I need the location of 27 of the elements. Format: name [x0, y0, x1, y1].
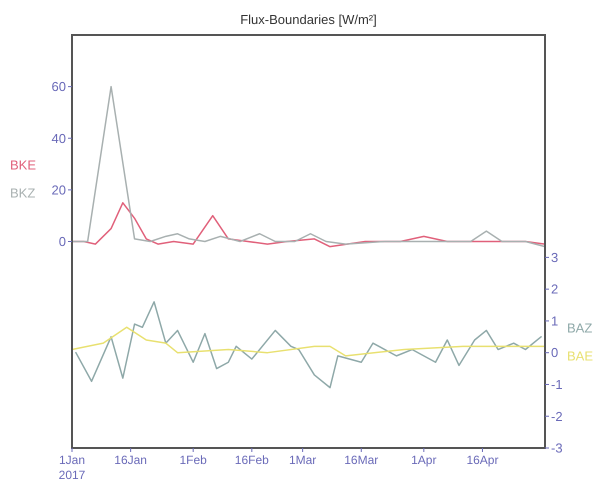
- text: BKE: [10, 158, 36, 172]
- y-tick-label: 60: [52, 79, 66, 94]
- y2-tick-label: 2: [551, 282, 558, 297]
- y2-tick-label: 1: [551, 313, 558, 328]
- y-tick-label: 20: [52, 182, 66, 198]
- x-tick-label: 16Apr: [466, 453, 498, 467]
- series-label: BAZ: [567, 320, 592, 336]
- y-tick-label: 0: [58, 234, 66, 250]
- line-series: [71, 326, 546, 357]
- y2-tick-label: -3: [551, 440, 563, 456]
- text: BKZ: [10, 186, 36, 200]
- y2-tick-label: -2: [551, 408, 563, 424]
- line-series: [71, 86, 546, 248]
- y2-tick-label: 0: [551, 345, 558, 360]
- chart-title: Flux-Boundaries [W/m²]: [240, 12, 377, 27]
- x-tick-label: 1Apr: [411, 453, 436, 467]
- line-series: [75, 301, 542, 388]
- x-tick-label: 1Mar: [288, 453, 316, 467]
- x-tick-label: 16Mar: [344, 453, 378, 467]
- x-tick-label: 1Jan 2017: [58, 453, 86, 482]
- x-tick-label: 16Jan: [114, 453, 147, 467]
- y2-tick-label: 3: [551, 250, 558, 265]
- y2-tick-label: -1: [551, 377, 563, 392]
- y-tick-label: 40: [52, 130, 66, 146]
- series-label: BAE: [567, 348, 594, 364]
- x-tick-label: 16Feb: [234, 453, 270, 467]
- x-tick-label: 1Feb: [180, 453, 208, 467]
